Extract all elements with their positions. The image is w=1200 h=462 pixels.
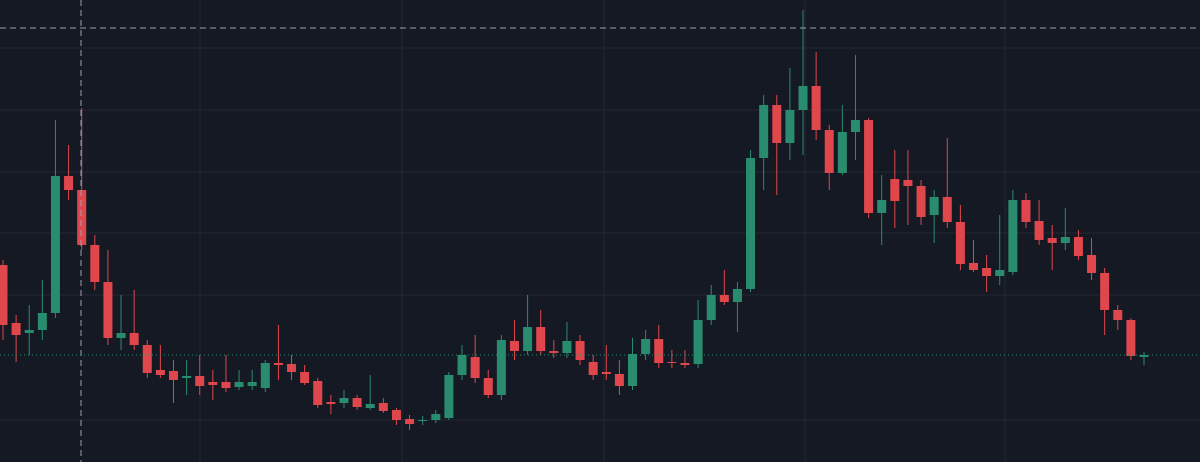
candle-body [1008, 200, 1018, 272]
candle-body [549, 351, 559, 353]
candle-body [431, 414, 441, 420]
candle-body [457, 355, 467, 375]
candle-body [378, 403, 388, 411]
candle-body [1113, 310, 1123, 320]
candle-body [483, 378, 493, 395]
candle-body [982, 268, 992, 276]
candle-body [365, 404, 375, 408]
candle-body [182, 376, 192, 378]
candle-body [247, 382, 257, 386]
candle-body [1034, 221, 1044, 240]
candle-body [693, 320, 703, 364]
candle-body [890, 179, 900, 201]
candle-body [1073, 237, 1083, 256]
candle-body [916, 186, 926, 217]
candle-body [955, 222, 965, 264]
candle-body [300, 372, 310, 383]
candle-body [719, 295, 729, 302]
candle-body [444, 375, 454, 418]
candles [0, 10, 1149, 430]
candle-body [221, 382, 231, 388]
candle-body [628, 354, 638, 386]
candle-body [64, 176, 74, 190]
candle-body [405, 419, 415, 424]
candle-body [667, 362, 677, 363]
candle-body [391, 410, 401, 420]
candle-body [614, 374, 624, 386]
candle-body [339, 398, 349, 403]
candle-body [746, 158, 756, 289]
candle-body [287, 364, 297, 372]
candle-body [562, 341, 572, 353]
candle-body [24, 330, 34, 333]
candle-body [1139, 355, 1149, 357]
candle-body [1060, 237, 1070, 243]
candle-body [706, 295, 716, 320]
candle-body [90, 245, 100, 282]
candle-body [877, 200, 887, 213]
candle-body [1100, 273, 1110, 310]
candle-body [942, 197, 952, 222]
candle-body [470, 357, 480, 378]
candle-body [142, 345, 152, 373]
candle-body [811, 86, 821, 130]
candle-body [50, 176, 60, 313]
candle-body [864, 120, 874, 213]
candle-body [352, 398, 362, 407]
candle-body [103, 282, 113, 338]
candle-body [273, 363, 283, 365]
candle-body [654, 339, 664, 363]
candle-body [326, 402, 336, 404]
candle-body [824, 130, 834, 173]
candle-body [969, 263, 979, 270]
candle-body [837, 132, 847, 173]
candle-body [418, 420, 428, 421]
candle-body [575, 341, 585, 360]
candle-body [11, 323, 21, 335]
candle-body [234, 382, 244, 387]
candle-body [785, 110, 795, 143]
candle-body [995, 270, 1005, 276]
candle-body [496, 340, 506, 395]
candle-body [772, 105, 782, 143]
candle-body [1021, 200, 1031, 222]
candle-body [1087, 255, 1097, 273]
candle-body [732, 289, 742, 302]
candle-body [37, 313, 47, 330]
candle-body [641, 339, 651, 354]
candle-body [929, 197, 939, 215]
candle-body [523, 327, 533, 351]
candle-body [588, 362, 598, 375]
candle-body [0, 265, 8, 325]
candle-body [168, 371, 178, 380]
candle-body [1126, 320, 1136, 356]
candle-body [759, 105, 769, 158]
candle-body [208, 382, 218, 385]
candle-body [77, 190, 87, 245]
candle-body [509, 341, 519, 351]
candle-body [260, 363, 270, 388]
candle-body [680, 363, 690, 365]
candle-body [155, 370, 165, 375]
candle-body [1047, 238, 1057, 243]
candle-body [195, 376, 205, 386]
candle-body [536, 327, 546, 351]
candle-body [798, 86, 808, 110]
candle-body [313, 381, 323, 405]
candle-body [129, 333, 139, 345]
candle-body [850, 120, 860, 132]
candle-body [116, 333, 126, 338]
candle-body [903, 180, 913, 186]
candle-body [601, 372, 611, 374]
